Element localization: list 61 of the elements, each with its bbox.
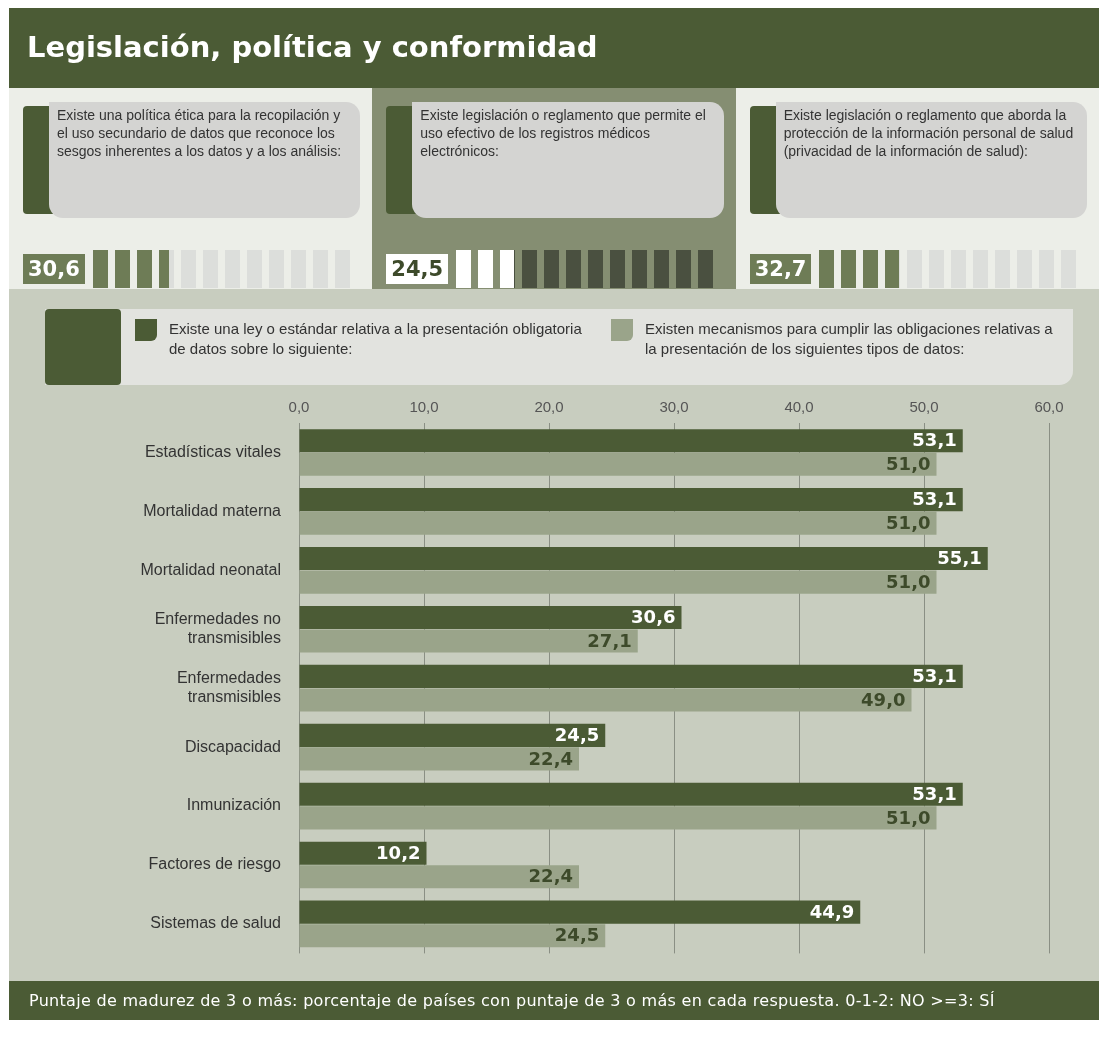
bar xyxy=(299,924,606,948)
bar xyxy=(299,747,579,771)
y-tick-label: Estadísticas vitales xyxy=(144,442,281,460)
x-tick-label: 50,0 xyxy=(909,398,939,416)
y-tick-label: Inmunización xyxy=(186,796,281,814)
data-label: 22,4 xyxy=(528,747,573,769)
y-tick-label: Mortalidad neonatal xyxy=(140,560,281,578)
data-label: 24,5 xyxy=(554,724,600,746)
data-label: 51,0 xyxy=(886,511,931,533)
data-label: 53,1 xyxy=(912,429,957,451)
y-tick-label: Enfermedades no transmisibles xyxy=(154,610,282,647)
bar xyxy=(299,723,606,747)
bar xyxy=(299,488,963,512)
data-label: 22,4 xyxy=(528,865,573,887)
bar xyxy=(299,782,963,806)
y-tick-label: Factores de riesgo xyxy=(148,855,282,873)
y-tick-label: Mortalidad materna xyxy=(143,501,282,519)
x-tick-label: 20,0 xyxy=(534,398,564,416)
x-tick-label: 40,0 xyxy=(784,398,814,416)
data-label: 32,7 xyxy=(749,254,812,284)
bar xyxy=(299,547,988,571)
text: Existe legislación o reglamento que aborda la protección de la información personal de salud (privacidad de la información de salud): xyxy=(783,107,1074,159)
x-tick-label: 0,0 xyxy=(288,398,310,416)
data-label: 53,1 xyxy=(912,665,957,687)
x-tick-label: 30,0 xyxy=(659,398,689,416)
legend-label: Existen mecanismos para cumplir las obligaciones relativas a la presentación de los siguientes tipos de datos: xyxy=(645,319,1054,359)
x-tick-label: 10,0 xyxy=(409,398,439,416)
bar xyxy=(299,429,963,453)
data-label: 51,0 xyxy=(886,570,931,592)
bar xyxy=(299,688,912,712)
bar xyxy=(299,900,861,924)
y-tick-label: Discapacidad xyxy=(184,737,281,755)
bar xyxy=(299,452,937,476)
data-label: 10,2 xyxy=(376,841,421,863)
text: Existe una política ética para la recopilación y el uso secundario de datos que reconoce los sesgos inherentes a los datos y a los análisis: xyxy=(57,107,342,159)
bar xyxy=(299,629,638,653)
data-label: 51,0 xyxy=(886,806,931,828)
bar xyxy=(299,570,937,594)
data-label: 53,1 xyxy=(912,782,957,804)
legend-label: Existe una ley o estándar relativa a la presentación obligatoria de datos sobre lo siguiente: xyxy=(169,319,583,359)
data-label: 49,0 xyxy=(861,688,906,710)
data-label: 30,6 xyxy=(23,254,85,284)
bar xyxy=(299,806,937,830)
data-label: 30,6 xyxy=(631,606,676,628)
data-label: 24,5 xyxy=(386,254,449,284)
text: Existe legislación o reglamento que permite el uso efectivo de los registros médicos electrónicos: xyxy=(420,107,706,159)
bar xyxy=(299,511,937,535)
data-label: 44,9 xyxy=(809,900,855,922)
bar xyxy=(299,865,579,889)
bar xyxy=(299,664,963,688)
chart-title: Legislación, política y conformidad xyxy=(9,8,1099,88)
data-label: 24,5 xyxy=(554,924,600,946)
text: Puntaje de madurez de 3 o más: porcentaje de países con puntaje de 3 o más en cada respuesta. 0-1-2: NO >=3: SÍ xyxy=(9,981,1099,1020)
x-tick-label: 60,0 xyxy=(1034,398,1064,416)
y-tick-label: Sistemas de salud xyxy=(150,914,281,932)
bar xyxy=(299,605,682,630)
y-tick-label: Enfermedades transmisibles xyxy=(176,669,281,706)
data-label: 55,1 xyxy=(937,547,982,569)
data-label: 53,1 xyxy=(912,488,957,510)
data-label: 51,0 xyxy=(886,452,931,474)
data-label: 27,1 xyxy=(587,629,632,651)
